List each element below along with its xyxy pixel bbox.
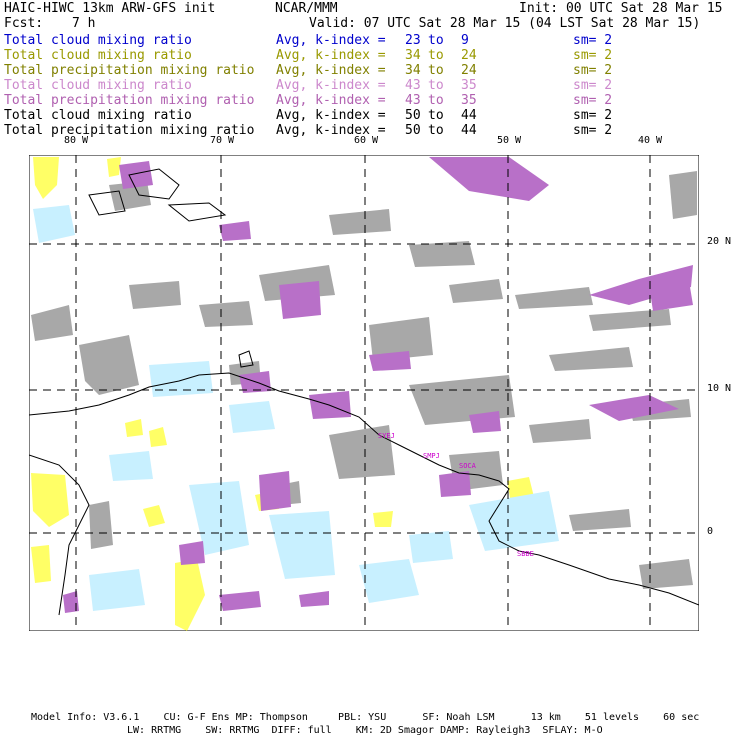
legend-sm: sm= 2 (573, 63, 613, 78)
legend-sm: sm= 2 (573, 48, 613, 63)
legend-to: to (428, 33, 444, 48)
legend-k-from: 34 (405, 48, 421, 63)
lat-label-20n: 20 N (707, 236, 732, 247)
legend-k-from: 50 (405, 108, 421, 123)
legend-k-to: 9 (461, 33, 469, 48)
station-label: SBBE (517, 550, 534, 558)
lon-label-50w: 50 W (497, 135, 522, 146)
legend-k-to: 35 (461, 93, 477, 108)
legend-field: Total cloud mixing ratio (4, 78, 192, 93)
legend-k-to: 44 (461, 123, 477, 138)
legend-avg: Avg, k-index = (276, 108, 386, 123)
legend-to: to (428, 63, 444, 78)
init-time: Init: 00 UTC Sat 28 Mar 15 (519, 1, 723, 16)
legend-k-to: 44 (461, 108, 477, 123)
legend-k-from: 23 (405, 33, 421, 48)
legend-to: to (428, 93, 444, 108)
legend-avg: Avg, k-index = (276, 123, 386, 138)
legend-avg: Avg, k-index = (276, 78, 386, 93)
legend-k-to: 24 (461, 63, 477, 78)
lon-label-80w: 80 W (64, 135, 89, 146)
legend-to: to (428, 108, 444, 123)
valid-time: Valid: 07 UTC Sat 28 Mar 15 (04 LST Sat … (309, 16, 701, 31)
legend-avg: Avg, k-index = (276, 93, 386, 108)
legend-to: to (428, 78, 444, 93)
legend-k-from: 43 (405, 93, 421, 108)
lon-label-40w: 40 W (638, 135, 663, 146)
lightblue-cloud-layer (33, 205, 559, 611)
legend-field: Total cloud mixing ratio (4, 108, 192, 123)
legend-sm: sm= 2 (573, 33, 613, 48)
legend-k-from: 34 (405, 63, 421, 78)
legend-k-to: 24 (461, 48, 477, 63)
org-label: NCAR/MMM (275, 1, 338, 16)
legend-sm: sm= 2 (573, 93, 613, 108)
purple-precip-layer (63, 157, 693, 613)
legend-to: to (428, 48, 444, 63)
fcst-value: 7 h (72, 16, 96, 31)
legend-k-from: 50 (405, 123, 421, 138)
map-plot (29, 155, 699, 631)
station-label: SOCA (459, 462, 476, 470)
station-label: SYEJ (378, 432, 395, 440)
legend-field: Total precipitation mixing ratio (4, 63, 255, 78)
legend-avg: Avg, k-index = (276, 48, 386, 63)
legend-field: Total precipitation mixing ratio (4, 123, 255, 138)
model-info-line1: Model Info: V3.6.1 CU: G-F Ens MP: Thomp… (31, 712, 700, 723)
legend-sm: sm= 2 (573, 78, 613, 93)
legend-sm: sm= 2 (573, 108, 613, 123)
lon-label-60w: 60 W (354, 135, 379, 146)
model-title: HAIC-HIWC 13km ARW-GFS init (4, 1, 216, 16)
legend-k-to: 35 (461, 78, 477, 93)
station-label: SMPJ (423, 452, 440, 460)
legend-field: Total cloud mixing ratio (4, 33, 192, 48)
model-info-line2: LW: RRTMG SW: RRTMG DIFF: full KM: 2D Sm… (127, 725, 603, 736)
legend-avg: Avg, k-index = (276, 63, 386, 78)
fcst-label: Fcst: (4, 16, 44, 31)
lat-label-0: 0 (707, 526, 714, 537)
legend-field: Total cloud mixing ratio (4, 48, 192, 63)
lat-lon-grid (29, 155, 699, 631)
legend-field: Total precipitation mixing ratio (4, 93, 255, 108)
legend-to: to (428, 123, 444, 138)
lat-label-10n: 10 N (707, 383, 732, 394)
lon-label-70w: 70 W (210, 135, 235, 146)
coastline (29, 168, 699, 616)
legend-k-from: 43 (405, 78, 421, 93)
legend-avg: Avg, k-index = (276, 33, 386, 48)
legend-sm: sm= 2 (573, 123, 613, 138)
